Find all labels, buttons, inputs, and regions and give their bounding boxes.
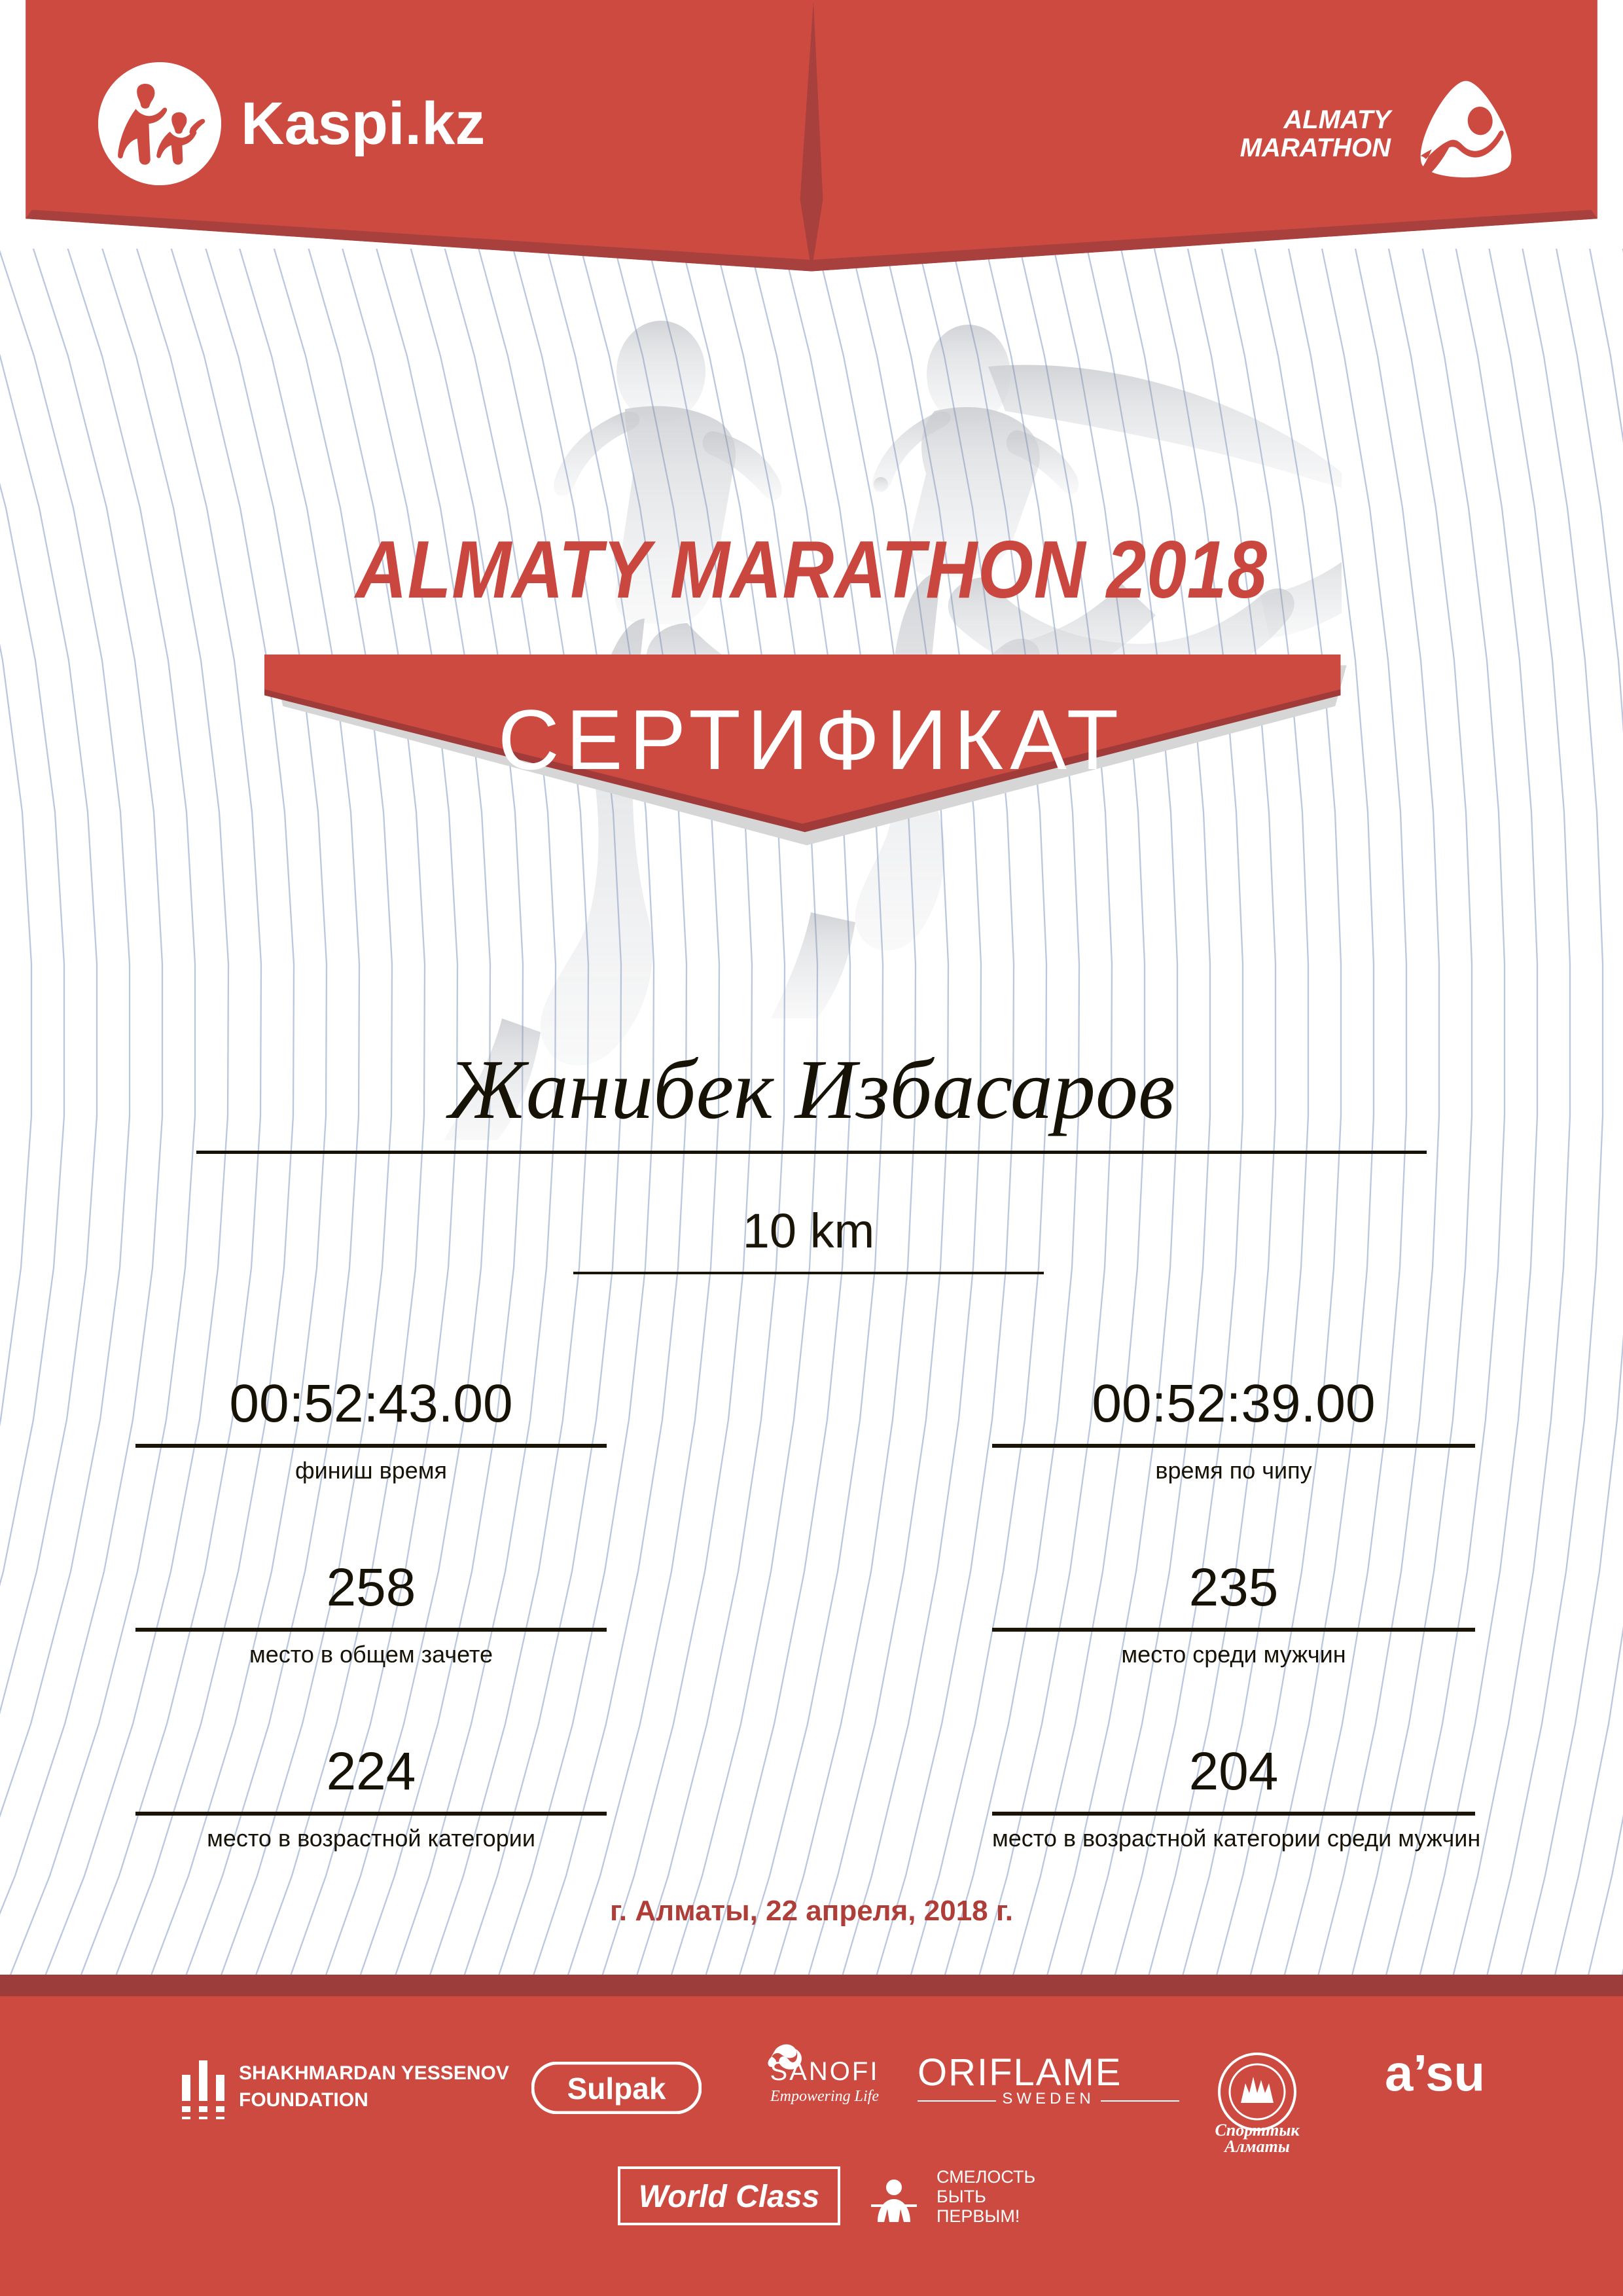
svg-text:ПЕРВЫМ!: ПЕРВЫМ! <box>936 2206 1020 2226</box>
svg-text:БЫТЬ: БЫТЬ <box>936 2187 986 2206</box>
svg-text:World Class: World Class <box>639 2179 820 2214</box>
svg-text:ORIFLAME: ORIFLAME <box>918 2051 1122 2094</box>
svg-text:Empowering Life: Empowering Life <box>770 2088 879 2105</box>
svg-text:Алматы: Алматы <box>1223 2137 1290 2155</box>
svg-text:СМЕЛОСТЬ: СМЕЛОСТЬ <box>936 2167 1035 2187</box>
svg-text:Sulpak: Sulpak <box>567 2072 666 2106</box>
svg-text:SANOFI: SANOFI <box>770 2057 880 2086</box>
svg-text:SWEDEN: SWEDEN <box>1002 2090 1094 2108</box>
